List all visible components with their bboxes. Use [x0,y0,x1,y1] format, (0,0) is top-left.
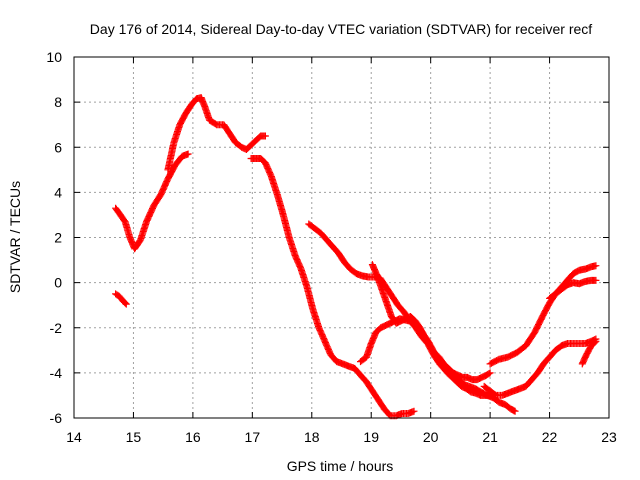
axis-ticks: 14 15 16 17 18 19 20 21 22 23 -6 -4 -2 0 2 4 6 8 10 [46,49,617,445]
series-track-7 [368,261,494,384]
series-track-1 [112,150,192,253]
data-point [592,262,600,270]
series-track-2 [112,290,130,308]
y-tick-label: 2 [54,230,62,246]
x-axis-label: GPS time / hours [287,458,394,474]
y-tick-label: 4 [54,184,62,200]
x-tick-label: 15 [126,429,142,445]
y-tick-label: 6 [54,139,62,155]
x-tick-label: 19 [363,429,379,445]
data-point [592,276,600,284]
x-tick-label: 16 [185,429,201,445]
x-tick-label: 20 [423,429,439,445]
data-point [122,300,130,308]
x-tick-label: 17 [245,429,261,445]
y-tick-label: -4 [50,365,63,381]
data-point [121,299,129,307]
series-track-11 [578,337,600,368]
data-point [485,370,493,378]
data-point [511,407,519,415]
series-track-9 [480,335,600,399]
data-markers [112,94,600,420]
x-tick-label: 18 [304,429,320,445]
series-track-10 [546,276,600,302]
data-point [592,337,600,345]
data-point [410,407,418,415]
x-tick-label: 22 [542,429,558,445]
series-track-4 [247,155,418,420]
y-axis-label: SDTVAR / TECUs [7,181,23,293]
y-tick-label: 8 [54,94,62,110]
data-point [184,150,192,158]
y-tick-label: 0 [54,275,62,291]
series-track-3 [164,94,269,174]
grid [74,57,609,418]
data-point [486,369,494,377]
x-tick-label: 23 [601,429,617,445]
y-tick-label: -6 [50,410,63,426]
y-tick-label: -2 [50,320,63,336]
data-point [261,132,269,140]
x-tick-label: 14 [66,429,82,445]
chart-title: Day 176 of 2014, Sidereal Day-to-day VTE… [90,21,592,37]
y-tick-label: 10 [46,49,62,65]
data-point [591,338,599,346]
x-tick-label: 21 [482,429,498,445]
